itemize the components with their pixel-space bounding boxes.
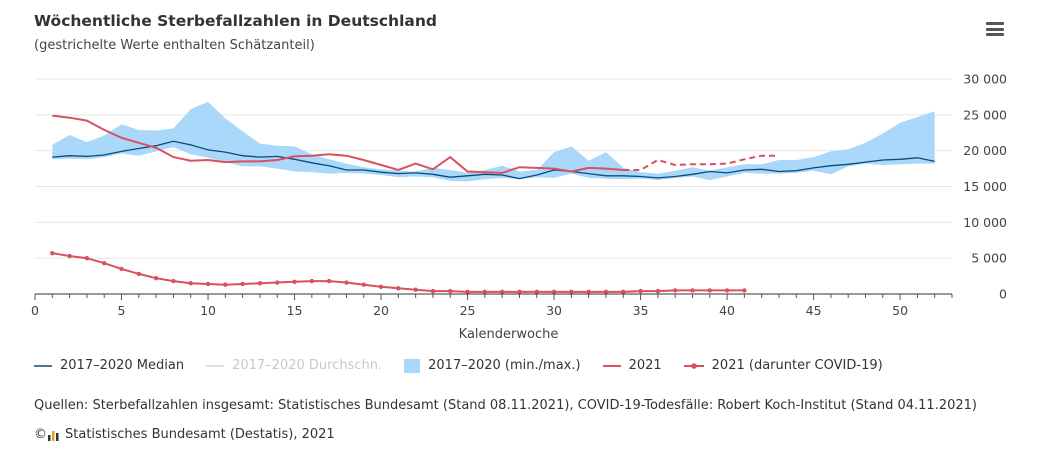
x-tick-label: 10 [200,303,216,318]
covid-point [465,289,470,295]
legend-item-2021[interactable]: 2021 [602,358,662,373]
y-tick-label: 25 000 [963,107,1007,122]
min-max-band [52,101,935,182]
legend-label: 2021 [628,358,662,373]
x-ticks: 0 5 10 15 20 25 30 35 40 45 50 [31,294,953,318]
y-tick-label: 20 000 [963,143,1007,158]
x-tick-label: 5 [118,303,126,318]
covid-point [534,289,539,295]
covid-point [430,288,436,294]
covid-point [638,288,643,294]
chart-subtitle: (gestrichelte Werte enthalten Schätzante… [34,38,315,53]
covid-point [188,281,193,286]
covid-point [655,288,661,294]
legend-label: 2017–2020 Median [60,358,185,373]
covid-point [153,276,159,281]
copyright-symbol: © [34,427,47,442]
x-tick-label: 40 [719,303,735,318]
x-axis-label: Kalenderwoche [459,327,559,342]
covid-point [50,250,55,256]
y-tick-label: 10 000 [963,215,1007,230]
covid-point [378,284,384,290]
covid-point [482,289,488,295]
covid-point [257,281,263,286]
legend-line-icon [602,364,621,367]
x-tick-label: 15 [287,303,303,318]
covid-point [240,281,245,287]
covid-markers [50,250,747,295]
x-tick-label: 25 [460,303,476,318]
legend: 2017–2020 Median 2017–2020 Durchschn. 20… [34,358,905,373]
covid-point [344,280,349,285]
covid-point [67,253,72,259]
legend-line-icon [34,364,52,367]
legend-label: 2021 (darunter COVID-19) [711,358,883,373]
covid-point [309,278,315,284]
covid-point [413,287,418,292]
hamburger-menu-icon[interactable] [986,22,1004,36]
covid-point [724,288,730,293]
covid-point [448,288,453,294]
covid-point [292,279,297,285]
covid-point [586,289,591,295]
legend-item-min-max[interactable]: 2017–2020 (min./max.) [404,358,581,373]
covid-point [621,289,626,295]
source-note: Quellen: Sterbefallzahlen insgesamt: Sta… [34,398,977,413]
chart-title: Wöchentliche Sterbefallzahlen in Deutsch… [34,12,437,30]
x-tick-label: 35 [633,303,649,318]
legend-label: 2017–2020 Durchschn. [232,358,383,373]
legend-area-icon [404,358,421,373]
covid-point [672,288,678,293]
covid-point [551,289,557,295]
covid-point [396,286,401,291]
covid-point [569,289,574,295]
x-tick-label: 50 [892,303,908,318]
covid-point [690,288,695,293]
covid-point [707,288,712,293]
legend-line-icon [206,364,225,367]
x-tick-label: 30 [546,303,562,318]
covid-point [84,255,90,261]
covid-point [742,288,747,293]
x-tick-label: 20 [373,303,389,318]
x-tick-label: 0 [31,303,39,318]
covid-point [102,260,107,266]
legend-item-average[interactable]: 2017–2020 Durchschn. [206,358,382,373]
copyright-line: © Statistisches Bundesamt (Destatis), 20… [34,427,335,442]
x-tick-label: 45 [806,303,822,318]
y-tick-label: 0 [999,287,1007,302]
y-tick-label: 30 000 [963,72,1007,87]
covid-point [136,271,142,277]
copyright-text: Statistisches Bundesamt (Destatis), 2021 [65,427,335,442]
covid-point [275,280,280,285]
y-ticks: 0 5 000 10 000 15 000 20 000 25 000 30 000 [963,72,1007,302]
line-2021 [52,114,624,174]
covid-point [171,278,176,284]
covid-point [119,266,124,272]
covid-point [517,289,522,295]
legend-label: 2017–2020 (min./max.) [428,358,581,373]
covid-point [223,282,228,287]
legend-item-2021-covid[interactable]: 2021 (darunter COVID-19) [683,358,883,373]
covid-point [326,278,332,284]
covid-point [603,289,609,295]
median-line [52,140,935,180]
covid-point [361,282,366,287]
destatis-logo-icon [48,430,59,441]
line-2021-estimated [623,154,779,171]
y-tick-label: 5 000 [971,251,1007,266]
weekly-deaths-chart: 0 5 10 15 20 25 30 35 40 45 50 0 5 000 10 000 15 000 2… [31,72,1007,343]
y-tick-label: 15 000 [963,179,1007,194]
legend-item-median[interactable]: 2017–2020 Median [34,358,184,373]
legend-line-marker-icon [683,362,704,369]
covid-point [205,281,211,287]
covid-point [499,289,505,295]
